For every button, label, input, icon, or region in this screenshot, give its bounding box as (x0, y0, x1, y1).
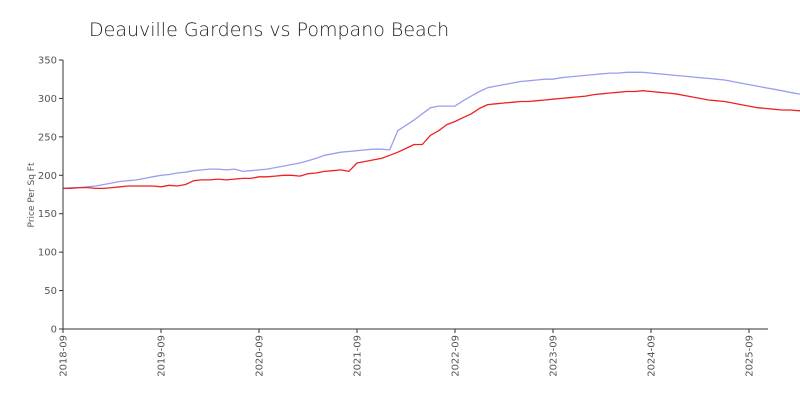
y-tick-label: 0 (51, 325, 57, 336)
y-tick-label: 100 (38, 248, 57, 259)
y-axis-label: Price Per Sq Ft (27, 162, 37, 227)
y-tick-label: 50 (44, 286, 57, 297)
x-tick-label: 2020-09 (255, 335, 266, 377)
y-tick-label: 250 (38, 132, 57, 143)
x-tick-label: 2025-09 (745, 335, 756, 377)
y-tick-label: 350 (38, 56, 57, 67)
y-tick-label: 300 (38, 94, 57, 105)
y-ticks: 0 50 100 150 200 250 300 350 (38, 56, 63, 336)
series-line-1 (62, 71, 800, 190)
y-tick-label: 200 (38, 171, 57, 182)
chart-title: Deauville Gardens vs Pompano Beach (89, 19, 449, 41)
series-line-2 (63, 90, 800, 190)
x-tick-label: 2023-09 (549, 335, 560, 377)
plot-area (62, 71, 800, 190)
x-tick-label: 2018-09 (59, 335, 70, 377)
x-tick-label: 2021-09 (353, 335, 364, 377)
x-tick-label: 2022-09 (451, 335, 462, 377)
y-tick-label: 150 (38, 209, 57, 220)
x-tick-label: 2019-09 (157, 335, 168, 377)
x-tick-label: 2024-09 (647, 335, 658, 377)
x-ticks: 2018-09 2019-09 2020-09 2021-09 2022-09 2023-… (59, 329, 756, 377)
